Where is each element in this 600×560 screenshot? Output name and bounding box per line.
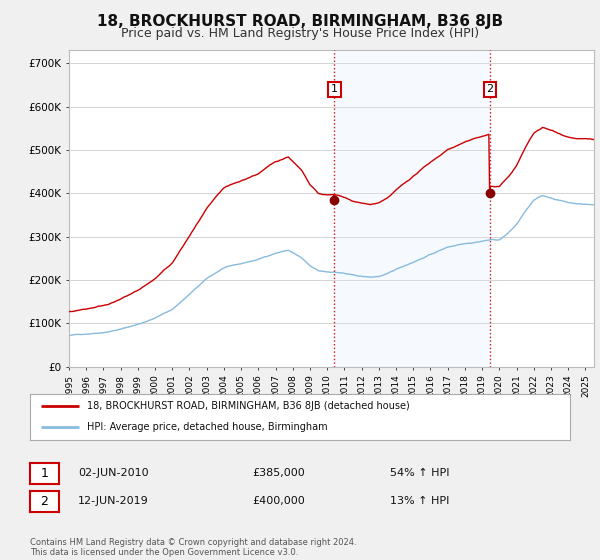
Text: 18, BROCKHURST ROAD, BIRMINGHAM, B36 8JB: 18, BROCKHURST ROAD, BIRMINGHAM, B36 8JB xyxy=(97,14,503,29)
Text: £385,000: £385,000 xyxy=(252,468,305,478)
Text: £400,000: £400,000 xyxy=(252,496,305,506)
Text: 54% ↑ HPI: 54% ↑ HPI xyxy=(390,468,449,478)
Text: 1: 1 xyxy=(40,466,49,480)
Text: Price paid vs. HM Land Registry's House Price Index (HPI): Price paid vs. HM Land Registry's House … xyxy=(121,27,479,40)
Text: 12-JUN-2019: 12-JUN-2019 xyxy=(78,496,149,506)
Bar xyxy=(334,50,490,367)
Text: 1: 1 xyxy=(331,85,338,95)
Text: HPI: Average price, detached house, Birmingham: HPI: Average price, detached house, Birm… xyxy=(86,422,328,432)
Text: 13% ↑ HPI: 13% ↑ HPI xyxy=(390,496,449,506)
Text: 2: 2 xyxy=(486,85,493,95)
Text: 02-JUN-2010: 02-JUN-2010 xyxy=(78,468,149,478)
Text: 18, BROCKHURST ROAD, BIRMINGHAM, B36 8JB (detached house): 18, BROCKHURST ROAD, BIRMINGHAM, B36 8JB… xyxy=(86,401,409,411)
Text: 2: 2 xyxy=(40,494,49,508)
Text: Contains HM Land Registry data © Crown copyright and database right 2024.
This d: Contains HM Land Registry data © Crown c… xyxy=(30,538,356,557)
